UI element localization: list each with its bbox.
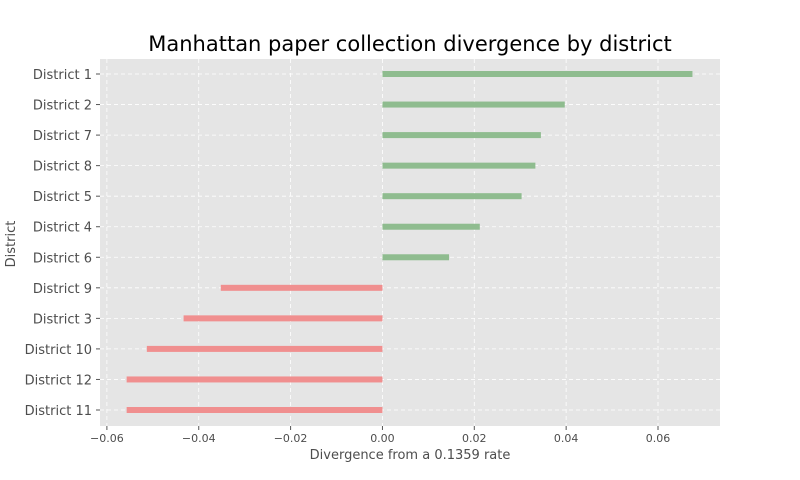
bars (126, 71, 693, 413)
bar (220, 284, 383, 291)
y-tick-label: District 6 (33, 251, 92, 266)
x-tick-label: 0.00 (370, 432, 395, 445)
chart-title: Manhattan paper collection divergence by… (148, 32, 671, 56)
bar (126, 376, 383, 383)
y-tick-label: District 2 (33, 99, 92, 114)
y-tick-label: District 8 (33, 160, 92, 175)
y-tick-label: District 3 (33, 312, 92, 327)
y-tick-labels: District 1 District 2 District 7 District 8… (25, 68, 100, 419)
x-tick-labels: −0.06 −0.04 −0.02 0.00 0.02 0.04 0.06 (90, 426, 670, 445)
y-tick-label: District 7 (33, 129, 92, 144)
x-tick-label: −0.04 (182, 432, 216, 445)
y-tick-label: District 9 (33, 282, 92, 297)
x-tick-label: −0.06 (90, 432, 124, 445)
y-axis-label: District (4, 221, 19, 268)
bar (382, 101, 565, 108)
y-tick-label: District 4 (33, 221, 92, 236)
x-axis-label: Divergence from a 0.1359 rate (310, 448, 511, 463)
bar (382, 162, 536, 169)
bar (382, 223, 480, 230)
bar (382, 132, 541, 139)
x-tick-label: 0.06 (646, 432, 671, 445)
y-tick-label: District 12 (25, 373, 92, 388)
y-tick-label: District 1 (33, 68, 92, 83)
x-tick-label: 0.02 (462, 432, 487, 445)
bar (382, 193, 522, 200)
bar (126, 407, 383, 413)
bar (382, 254, 450, 261)
y-tick-label: District 11 (25, 404, 92, 419)
x-tick-label: 0.04 (554, 432, 579, 445)
bar (183, 315, 383, 322)
bar (382, 71, 693, 77)
plot-area (100, 59, 720, 426)
y-tick-label: District 10 (25, 343, 92, 358)
bar (146, 345, 383, 352)
x-tick-label: −0.02 (274, 432, 308, 445)
y-tick-label: District 5 (33, 190, 92, 205)
